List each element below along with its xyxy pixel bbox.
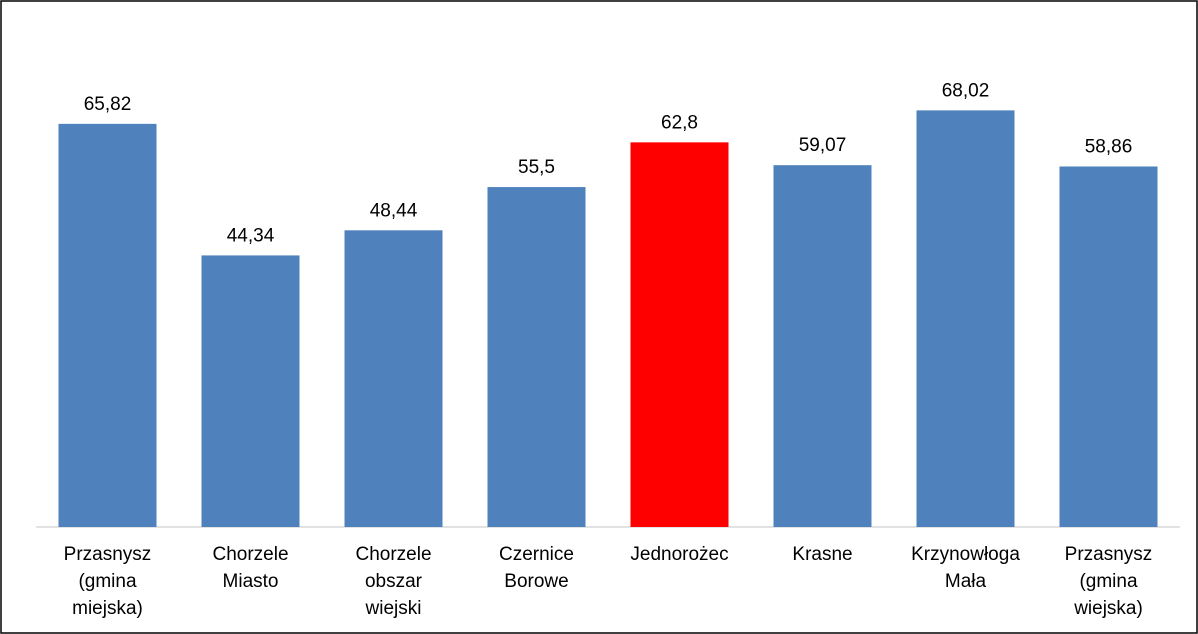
x-tick-label: Chorzele obszar wiejski xyxy=(355,544,431,619)
bar xyxy=(201,255,300,528)
data-label: 62,8 xyxy=(661,112,698,133)
data-label: 44,34 xyxy=(227,225,275,246)
x-tick-label: Jednorożec xyxy=(630,544,728,565)
x-tick-label: Krasne xyxy=(792,544,852,565)
bar xyxy=(58,123,157,527)
data-label: 48,44 xyxy=(370,200,418,221)
x-tick-label: Krzynowłoga Mała xyxy=(911,544,1020,592)
bar xyxy=(1059,166,1158,528)
bar xyxy=(487,187,586,527)
x-tick-label: Chorzele Miasto xyxy=(212,544,288,592)
bar xyxy=(773,165,872,528)
x-tick-label: Przasnysz (gmina wiejska) xyxy=(1065,544,1153,619)
data-label: 55,5 xyxy=(518,157,555,178)
data-label: 65,82 xyxy=(84,94,132,115)
data-label: 59,07 xyxy=(799,135,847,156)
data-label: 68,02 xyxy=(942,80,990,101)
bar xyxy=(630,142,729,527)
bar xyxy=(344,230,443,527)
data-label: 58,86 xyxy=(1085,136,1133,157)
x-tick-label: Czernice Borowe xyxy=(499,544,574,592)
x-tick-label: Przasnysz (gmina miejska) xyxy=(64,544,152,619)
bar xyxy=(916,110,1015,527)
